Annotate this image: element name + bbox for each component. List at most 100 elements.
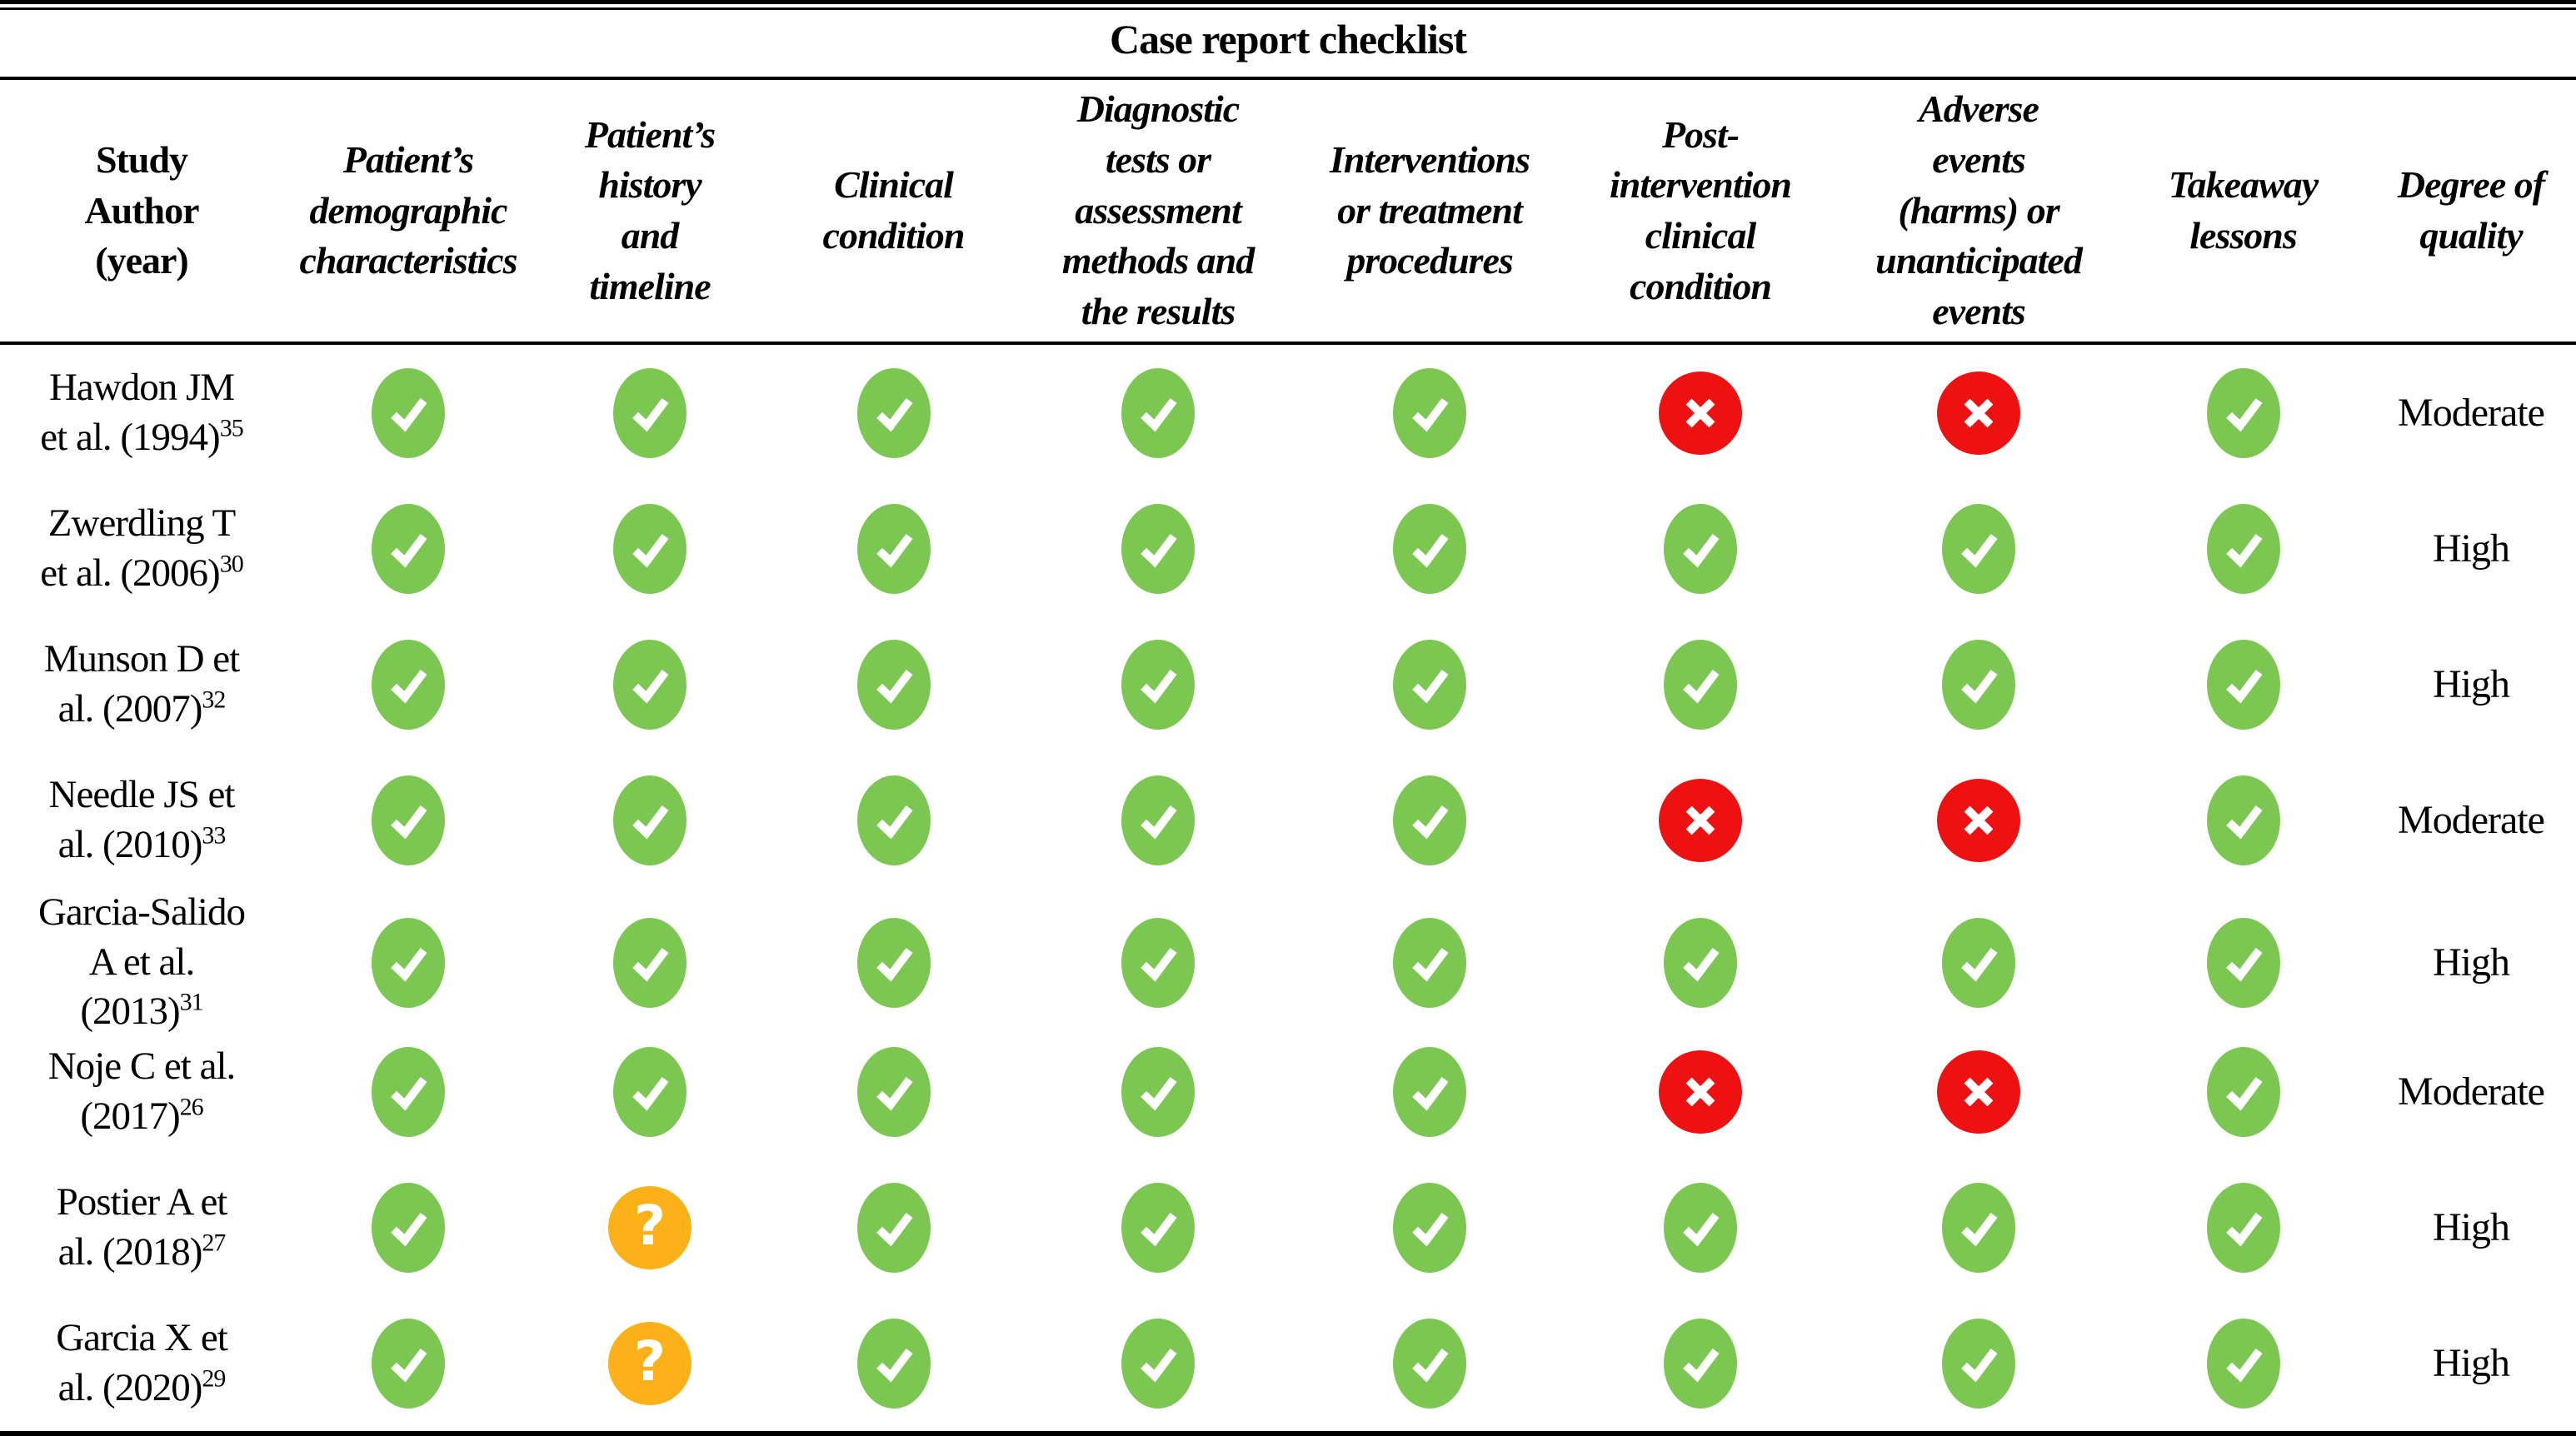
checklist-cell-adverse-events <box>1837 1295 2120 1431</box>
checkmark-icon <box>856 503 931 594</box>
checkmark-icon <box>1121 775 1195 865</box>
checklist-cell-takeaway-lessons <box>2120 1159 2366 1295</box>
checkmark-icon <box>1942 917 2015 1008</box>
checklist-cell-demographic <box>283 345 533 481</box>
checkmark-icon <box>856 1318 931 1409</box>
checklist-cell-demographic <box>283 616 533 752</box>
checkmark-icon <box>1121 639 1195 730</box>
reference-superscript: 29 <box>202 1364 226 1392</box>
table-row: Garcia-Salido A et al. (2013)31 High <box>0 888 2576 1033</box>
checklist-cell-adverse-events <box>1837 888 2120 1037</box>
reference-superscript: 35 <box>219 413 244 441</box>
checkmark-icon <box>2206 1182 2280 1273</box>
checkmark-icon <box>1664 917 1737 1008</box>
checklist-cell-history-timeline <box>533 345 766 481</box>
table-row: Munson D et al. (2007)32 High <box>0 616 2576 752</box>
checklist-cell-diagnostic-tests <box>1021 752 1295 888</box>
checklist-cell-demographic <box>283 888 533 1037</box>
x-mark-icon <box>1937 371 2020 455</box>
quality-label: High <box>2433 1341 2510 1385</box>
study-author-cell: Munson D et al. (2007)32 <box>0 616 283 752</box>
quality-cell: Moderate <box>2366 1024 2576 1159</box>
checklist-cell-post-intervention <box>1564 1024 1837 1159</box>
study-author-cell: Garcia X et al. (2020)29 <box>0 1295 283 1431</box>
table-title: Case report checklist <box>1110 16 1467 62</box>
checklist-cell-history-timeline <box>533 888 766 1037</box>
checklist-cell-clinical-condition <box>766 1159 1021 1295</box>
checkmark-icon <box>1393 1182 1466 1273</box>
checklist-cell-clinical-condition <box>766 1024 1021 1159</box>
checkmark-icon <box>2206 1046 2280 1137</box>
checklist-cell-diagnostic-tests <box>1021 481 1295 616</box>
x-mark-icon <box>1659 371 1742 455</box>
checkmark-icon <box>613 775 686 865</box>
checkmark-icon <box>2206 639 2280 730</box>
checkmark-icon <box>856 917 931 1008</box>
column-header-history-timeline: Patient’s history and timeline <box>533 80 766 342</box>
quality-cell: High <box>2366 888 2576 1037</box>
column-header-label: Diagnostic tests or assessment methods and t… <box>1061 87 1256 333</box>
checklist-cell-clinical-condition <box>766 481 1021 616</box>
checkmark-icon <box>1393 503 1466 594</box>
column-header-label: Degree of quality <box>2397 163 2545 257</box>
checklist-cell-clinical-condition <box>766 1295 1021 1431</box>
top-inner-rule <box>0 7 2576 10</box>
checkmark-icon <box>2206 775 2280 865</box>
checkmark-icon <box>1393 1046 1466 1137</box>
quality-label: Moderate <box>2398 1070 2545 1114</box>
quality-label: High <box>2433 1205 2510 1249</box>
checklist-cell-diagnostic-tests <box>1021 616 1295 752</box>
checklist-cell-takeaway-lessons <box>2120 481 2366 616</box>
checkmark-icon <box>1393 775 1466 865</box>
column-header-label: Patient’s history and timeline <box>584 112 716 307</box>
checkmark-icon <box>613 639 686 730</box>
checkmark-icon <box>372 1318 445 1409</box>
column-header-label: Patient’s demographic characteristics <box>299 137 518 282</box>
checkmark-icon <box>1664 1182 1737 1273</box>
quality-cell: High <box>2366 1159 2576 1295</box>
checklist-cell-takeaway-lessons <box>2120 752 2366 888</box>
study-author-text: Needle JS et al. (2010)33 <box>48 772 236 866</box>
checkmark-icon <box>1393 639 1466 730</box>
checkmark-icon <box>2206 917 2280 1008</box>
column-header-label: Clinical condition <box>822 163 966 257</box>
checklist-cell-adverse-events <box>1837 752 2120 888</box>
checklist-cell-clinical-condition <box>766 752 1021 888</box>
checkmark-icon <box>372 503 445 594</box>
checkmark-icon <box>1393 367 1466 458</box>
checklist-cell-diagnostic-tests <box>1021 1024 1295 1159</box>
top-outer-rule <box>0 0 2576 4</box>
study-author-cell: Needle JS et al. (2010)33 <box>0 752 283 888</box>
table-row: Needle JS et al. (2010)33 Moderate <box>0 752 2576 888</box>
checkmark-icon <box>856 1182 931 1273</box>
checkmark-icon <box>2206 1318 2280 1409</box>
checkmark-icon <box>372 775 445 865</box>
checklist-cell-history-timeline <box>533 481 766 616</box>
checklist-cell-adverse-events <box>1837 1159 2120 1295</box>
checklist-cell-demographic <box>283 481 533 616</box>
checkmark-icon <box>613 503 686 594</box>
checklist-cell-demographic <box>283 752 533 888</box>
checkmark-icon <box>1121 1046 1195 1137</box>
checklist-cell-post-intervention <box>1564 752 1837 888</box>
checkmark-icon <box>1121 1182 1195 1273</box>
checklist-cell-post-intervention <box>1564 345 1837 481</box>
checklist-cell-interventions <box>1295 481 1564 616</box>
x-mark-icon <box>1937 778 2020 862</box>
question-mark-glyph: ? <box>633 1329 666 1394</box>
checklist-cell-post-intervention <box>1564 481 1837 616</box>
question-mark-icon: ? <box>608 1321 691 1405</box>
column-header-interventions: Interventions or treatment procedures <box>1295 80 1564 342</box>
checklist-cell-interventions <box>1295 888 1564 1037</box>
checklist-cell-history-timeline <box>533 616 766 752</box>
checkmark-icon <box>613 917 686 1008</box>
quality-label: Moderate <box>2398 798 2545 842</box>
checklist-cell-interventions <box>1295 1159 1564 1295</box>
quality-cell: Moderate <box>2366 752 2576 888</box>
checkmark-icon <box>1942 503 2015 594</box>
checklist-cell-interventions <box>1295 1024 1564 1159</box>
x-mark-icon <box>1659 778 1742 862</box>
checklist-cell-demographic <box>283 1024 533 1159</box>
study-author-text: Noje C et al. (2017)26 <box>47 1044 237 1138</box>
quality-cell: Moderate <box>2366 345 2576 481</box>
